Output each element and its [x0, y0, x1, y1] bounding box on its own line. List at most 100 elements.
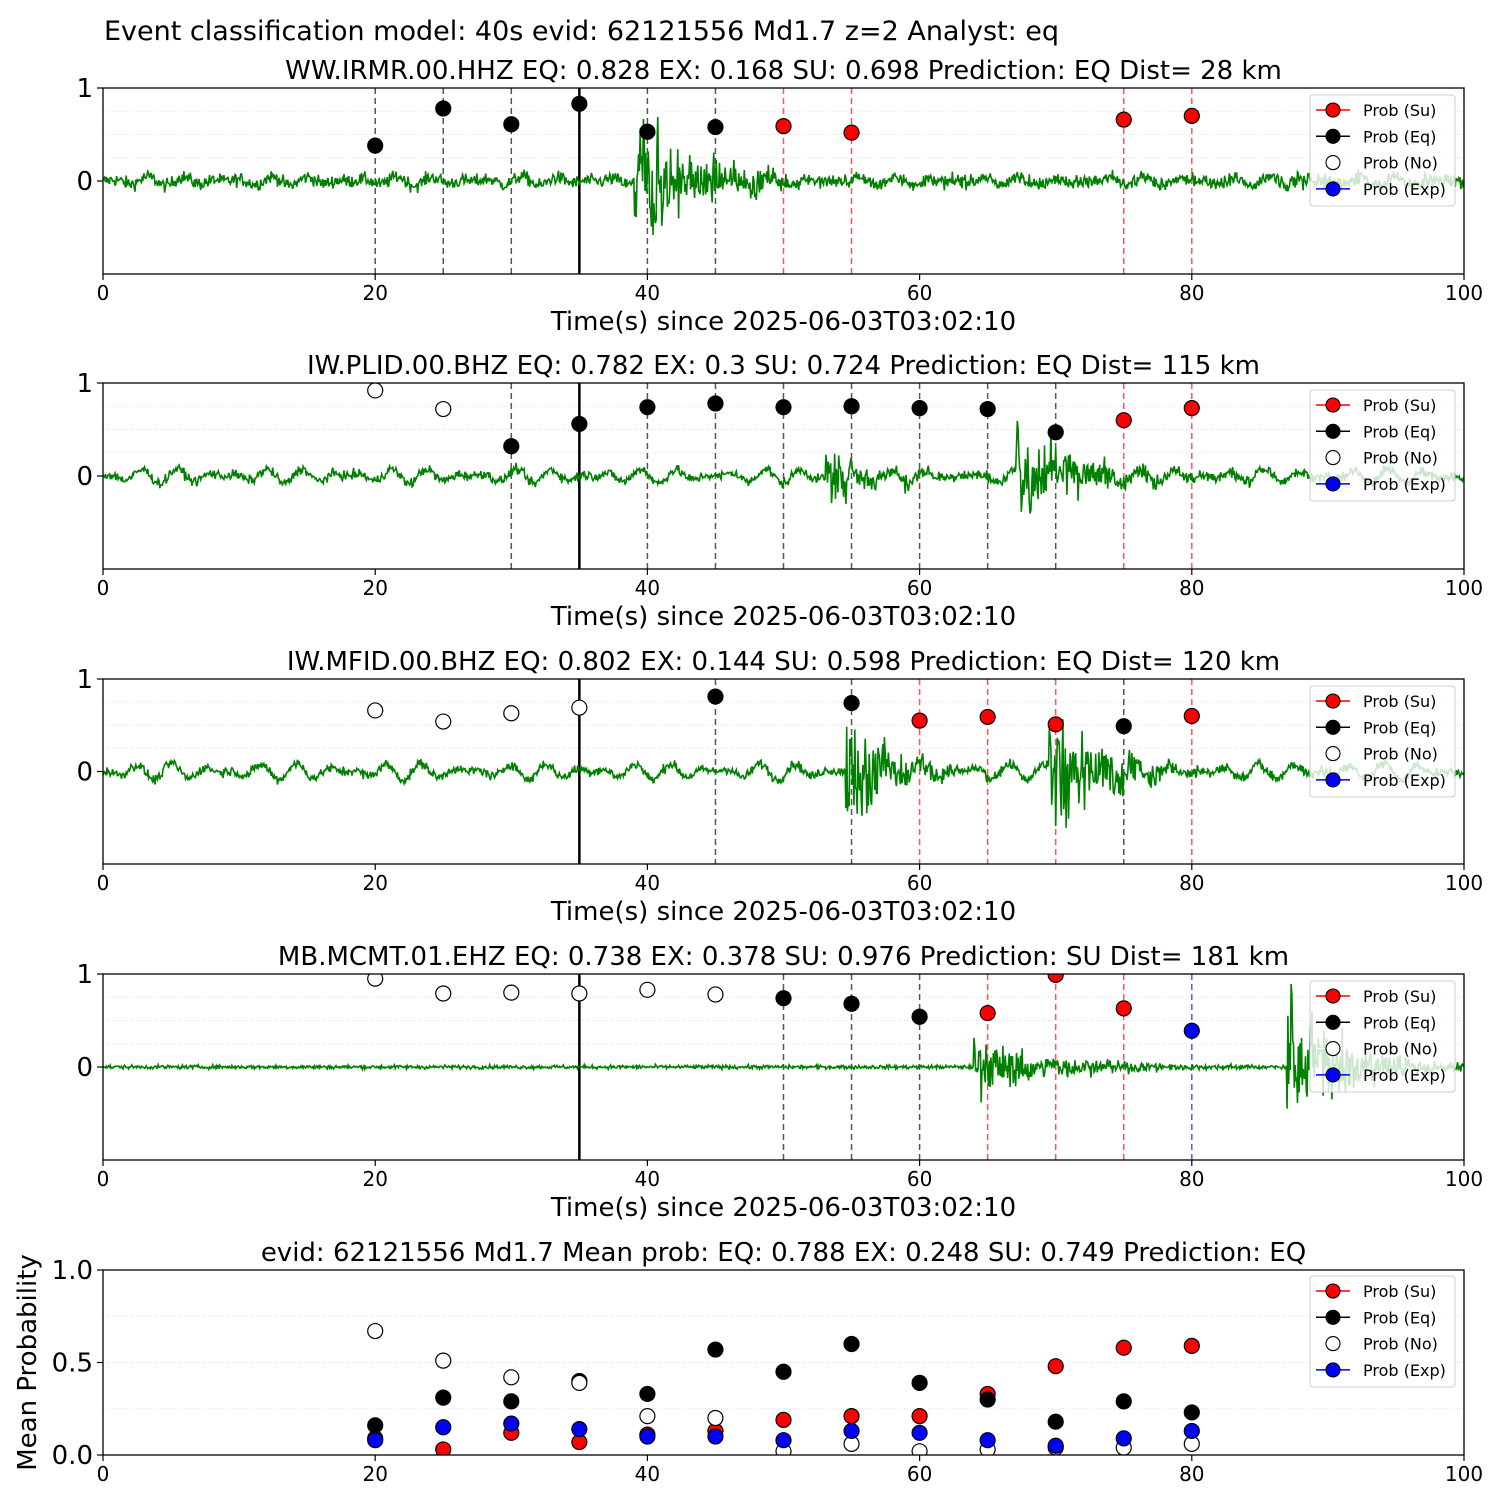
- legend-marker: [1325, 397, 1341, 413]
- x-tick-label: 20: [362, 1167, 387, 1191]
- mean-prob-point-exp: [707, 1428, 724, 1445]
- x-tick-label: 0: [97, 576, 110, 600]
- prob-point-su: [1183, 707, 1200, 725]
- prob-point-no: [435, 985, 452, 1002]
- mean-prob-point-eq: [1183, 1404, 1200, 1421]
- y-tick-label: 0: [76, 1053, 93, 1083]
- mean-prob-point-exp: [775, 1432, 792, 1449]
- legend-label: Prob (No): [1363, 1335, 1438, 1354]
- mean-prob-point-eq: [1115, 1393, 1132, 1410]
- legend-label: Prob (Eq): [1363, 718, 1436, 737]
- mean-prob-point-exp: [979, 1432, 996, 1449]
- legend-marker: [1325, 1014, 1341, 1030]
- legend-label: Prob (Eq): [1363, 1308, 1436, 1327]
- mean-prob-point-no: [503, 1369, 520, 1386]
- prob-point-eq: [435, 100, 452, 117]
- legend: Prob (Su) Prob (Eq) Prob (No) Prob (Exp): [1309, 389, 1456, 502]
- x-tick-label: 0: [97, 281, 110, 305]
- prob-point-eq: [911, 400, 928, 417]
- legend-label: Prob (Su): [1363, 1282, 1436, 1301]
- mean-prob-point-eq: [775, 1363, 792, 1380]
- prob-point-eq: [571, 415, 588, 433]
- mean-prob-point-eq: [843, 1335, 860, 1353]
- mean-prob-point-eq: [435, 1389, 452, 1406]
- x-tick-label: 40: [635, 281, 660, 305]
- panel-1: WW.IRMR.00.HHZ EQ: 0.828 EX: 0.168 SU: 0…: [76, 56, 1483, 337]
- legend-label: Prob (Exp): [1363, 771, 1446, 790]
- x-tick-label: 80: [1179, 1462, 1204, 1486]
- legend-marker: [1325, 719, 1341, 735]
- x-tick-label: 0: [97, 1462, 110, 1486]
- legend-marker: [1325, 1283, 1341, 1299]
- x-tick-label: 100: [1445, 1462, 1483, 1486]
- waveform-trace: [103, 420, 1464, 514]
- plot-area: [103, 679, 1464, 864]
- prob-point-eq: [1047, 424, 1064, 441]
- y-tick-label: 1.0: [52, 1256, 93, 1286]
- prob-point-eq: [707, 395, 724, 412]
- legend-label: Prob (Exp): [1363, 1361, 1446, 1380]
- panel-2: IW.PLID.00.BHZ EQ: 0.782 EX: 0.3 SU: 0.7…: [76, 351, 1483, 632]
- prob-point-eq: [571, 95, 588, 112]
- legend: Prob (Su) Prob (Eq) Prob (No) Prob (Exp): [1309, 980, 1456, 1093]
- legend-marker: [1325, 1336, 1341, 1352]
- prob-point-no: [571, 699, 588, 716]
- legend-label: Prob (Eq): [1363, 1013, 1436, 1032]
- mean-prob-point-eq: [979, 1391, 996, 1408]
- x-tick-label: 80: [1179, 871, 1204, 895]
- figure-title: Event classification model: 40s evid: 62…: [104, 16, 1059, 47]
- prob-point-su: [979, 1004, 996, 1022]
- mean-prob-point-exp: [503, 1415, 520, 1432]
- prob-point-no: [367, 702, 384, 719]
- legend-marker: [1325, 693, 1341, 709]
- mean-prob-point-no: [707, 1409, 724, 1427]
- legend-frame: [1309, 389, 1456, 502]
- x-tick-label: 20: [362, 1462, 387, 1486]
- y-tick-label: 0: [76, 167, 93, 197]
- x-axis-label: Time(s) since 2025-06-03T03:02:10: [550, 1193, 1016, 1223]
- x-tick-label: 60: [907, 1167, 932, 1191]
- prob-point-exp: [1183, 1022, 1200, 1039]
- mean-prob-point-exp: [1047, 1437, 1064, 1454]
- plot-area: [103, 383, 1464, 569]
- mean-prob-point-exp: [843, 1422, 860, 1440]
- mean-prob-point-no: [911, 1443, 928, 1455]
- prob-point-eq: [1115, 718, 1132, 735]
- legend-frame: [1309, 1275, 1456, 1388]
- x-tick-label: 40: [635, 576, 660, 600]
- legend-marker: [1325, 102, 1341, 118]
- mean-prob-point-eq: [503, 1393, 520, 1410]
- waveform-trace: [103, 983, 1464, 1109]
- prob-point-su: [911, 712, 928, 729]
- mean-prob-point-eq: [367, 1417, 384, 1434]
- x-tick-label: 60: [907, 1462, 932, 1486]
- y-axis-label: Mean Probability: [13, 1254, 43, 1471]
- legend-label: Prob (Su): [1363, 101, 1436, 120]
- legend-label: Prob (Eq): [1363, 422, 1436, 441]
- mean-prob-point-exp: [911, 1424, 928, 1441]
- waveform-trace: [103, 719, 1464, 828]
- legend-frame: [1309, 685, 1456, 798]
- panel-3: IW.MFID.00.BHZ EQ: 0.802 EX: 0.144 SU: 0…: [76, 647, 1483, 927]
- panel-title: WW.IRMR.00.HHZ EQ: 0.828 EX: 0.168 SU: 0…: [285, 56, 1282, 86]
- legend-marker: [1325, 155, 1341, 171]
- x-tick-label: 100: [1445, 281, 1483, 305]
- prob-point-eq: [639, 123, 656, 140]
- mean-prob-point-eq: [639, 1385, 656, 1403]
- legend-marker: [1325, 423, 1341, 439]
- mean-prob-point-su: [1183, 1337, 1200, 1354]
- legend-marker: [1325, 746, 1341, 762]
- prob-point-eq: [503, 438, 520, 455]
- waveform-trace: [103, 116, 1464, 236]
- legend-label: Prob (No): [1363, 449, 1438, 468]
- mean-prob-point-eq: [1047, 1413, 1064, 1430]
- prob-point-no: [639, 981, 656, 998]
- prob-point-eq: [707, 118, 724, 136]
- mean-prob-point-exp: [639, 1428, 656, 1445]
- legend: Prob (Su) Prob (Eq) Prob (No) Prob (Exp): [1309, 685, 1456, 798]
- legend-label: Prob (No): [1363, 1040, 1438, 1059]
- mean-prob-point-exp: [1183, 1422, 1200, 1440]
- prob-point-no: [503, 705, 520, 722]
- prob-point-eq: [503, 116, 520, 133]
